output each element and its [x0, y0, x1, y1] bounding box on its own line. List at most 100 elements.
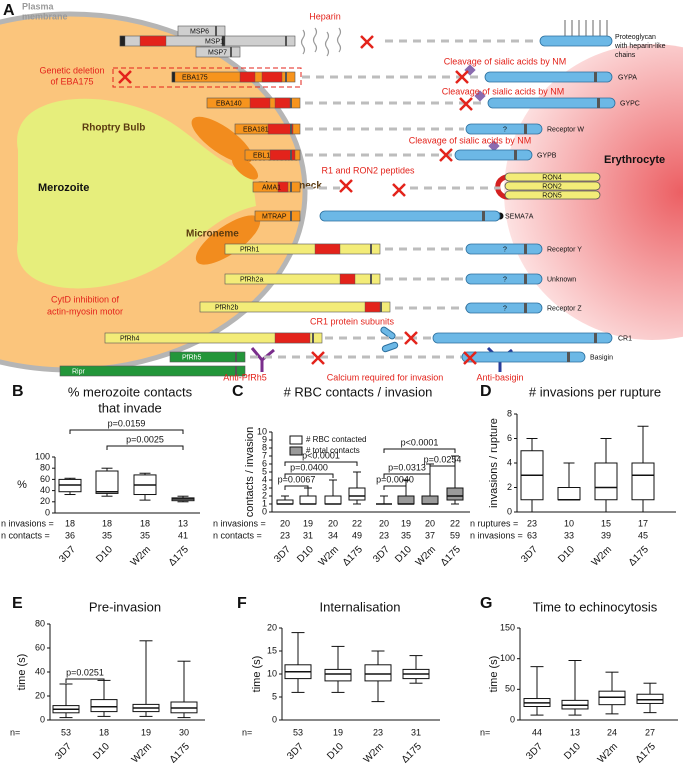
microneme	[195, 215, 261, 265]
block-mark	[463, 351, 477, 365]
ligand-bar	[234, 123, 301, 135]
ligand-label: EBA181	[243, 126, 269, 133]
inhibitor-label: CR1 protein subunits	[310, 316, 395, 326]
x-tick-label: W2m	[590, 544, 614, 568]
anti-pfrh5	[250, 347, 275, 372]
x-tick-label: 3D7	[519, 544, 540, 565]
panel-label: D	[480, 383, 492, 400]
x-tick-label: D10	[562, 741, 583, 762]
receptor-label: Basigin	[590, 354, 613, 361]
panel-label: G	[480, 595, 492, 612]
receptor-bar	[484, 71, 613, 83]
ligand-bar	[224, 243, 381, 255]
ligand-tm	[290, 124, 292, 134]
x-tick-label: 3D7	[53, 741, 74, 762]
y-tick-label: 2	[507, 482, 512, 492]
x-tick-label: 3D7	[272, 544, 293, 565]
row-value: 44	[532, 727, 542, 737]
receptor-bar	[461, 351, 586, 363]
ligand-label: AMA1	[262, 184, 281, 191]
row-value: 20	[328, 518, 338, 528]
ligand-bar	[59, 365, 246, 377]
ligand-label: PfRh1	[240, 246, 260, 253]
receptor-bar	[465, 123, 543, 135]
compartment-label: Erythrocyte	[604, 154, 665, 166]
receptor-label: GYPA	[618, 74, 637, 81]
ligand-domain	[249, 97, 271, 109]
row-value: 22	[450, 518, 460, 528]
significance-bracket	[383, 448, 456, 453]
y-tick-label: 7	[262, 450, 267, 460]
microneme	[231, 156, 259, 180]
inhibitor-label: Genetic deletion	[39, 65, 104, 75]
receptor-bar	[487, 97, 616, 109]
x-tick-label: Δ175	[168, 741, 193, 766]
receptor-label: Receptor W	[547, 126, 584, 133]
legend-label: # total contacts	[306, 446, 360, 455]
ligand-domain	[314, 243, 341, 255]
y-tick-label: 0	[510, 714, 515, 724]
x-tick-label: Δ175	[627, 544, 652, 569]
significance-bracket	[383, 473, 431, 478]
block-mark	[311, 351, 325, 365]
unknown-mark: ?	[503, 276, 507, 283]
p-value: p=0.0313	[388, 462, 426, 472]
x-tick-label: D10	[556, 544, 577, 565]
block-mark	[339, 179, 353, 193]
rhoptry	[17, 98, 257, 289]
y-axis-label: time (s)	[488, 656, 500, 693]
ligand-bar	[224, 273, 381, 285]
row-value: 22	[352, 518, 362, 528]
row-label: n ruptures =	[470, 518, 518, 528]
ligand-tm	[370, 244, 372, 254]
row-label: n contacts =	[1, 530, 50, 540]
x-tick-label: D10	[94, 544, 115, 565]
row-value: 19	[141, 727, 151, 737]
receptor-bar	[504, 190, 601, 200]
x-tick-label: W2m	[414, 544, 438, 568]
receptor-tm	[524, 124, 527, 134]
x-tick-label: W2m	[362, 741, 386, 765]
receptor-label: GYPB	[537, 152, 557, 159]
ligand-domain	[171, 71, 176, 83]
block-mark	[439, 148, 453, 162]
microneme	[191, 116, 253, 164]
y-axis-label: contacts / invasion	[244, 427, 256, 518]
block-mark	[455, 70, 469, 84]
ligand-bar	[254, 210, 301, 222]
receptor-bar	[504, 181, 601, 191]
y-tick-label: 15	[267, 645, 277, 655]
receptor-label: SEMA7A	[505, 213, 534, 220]
x-tick-label: D10	[295, 544, 316, 565]
block-mark	[360, 35, 374, 49]
receptor-bar	[465, 273, 543, 285]
x-tick-label: D10	[325, 741, 346, 762]
row-value: 19	[333, 727, 343, 737]
ligand-tm	[290, 182, 292, 192]
row-value: 18	[99, 727, 109, 737]
box	[421, 495, 439, 505]
ligand-domain	[221, 35, 226, 47]
receptor-bar	[539, 35, 613, 47]
ligand-domain	[339, 273, 356, 285]
y-axis-label: invasions / rupture	[488, 418, 500, 508]
row-value: 36	[65, 530, 75, 540]
membrane-label: membrane	[22, 11, 68, 21]
ligand-label: MTRAP	[262, 213, 287, 220]
receptor-tm	[524, 274, 527, 284]
y-tick-label: 8	[507, 408, 512, 418]
unknown-mark: ?	[503, 126, 507, 133]
ligand-label: EBL1	[253, 152, 270, 159]
y-tick-label: 0	[507, 506, 512, 516]
y-tick-label: 8	[262, 442, 267, 452]
y-tick-label: 6	[507, 433, 512, 443]
ligand-domain	[274, 97, 291, 109]
block-mark	[118, 70, 132, 84]
inhibitor-label: R1 and RON2 peptides	[321, 165, 415, 175]
ligand-tm	[380, 302, 382, 312]
significance-bracket	[65, 678, 105, 683]
row-value: 35	[401, 530, 411, 540]
y-tick-label: 10	[257, 426, 267, 436]
ligand-tm	[285, 72, 287, 82]
compartment-label: Merozoite	[38, 182, 89, 194]
